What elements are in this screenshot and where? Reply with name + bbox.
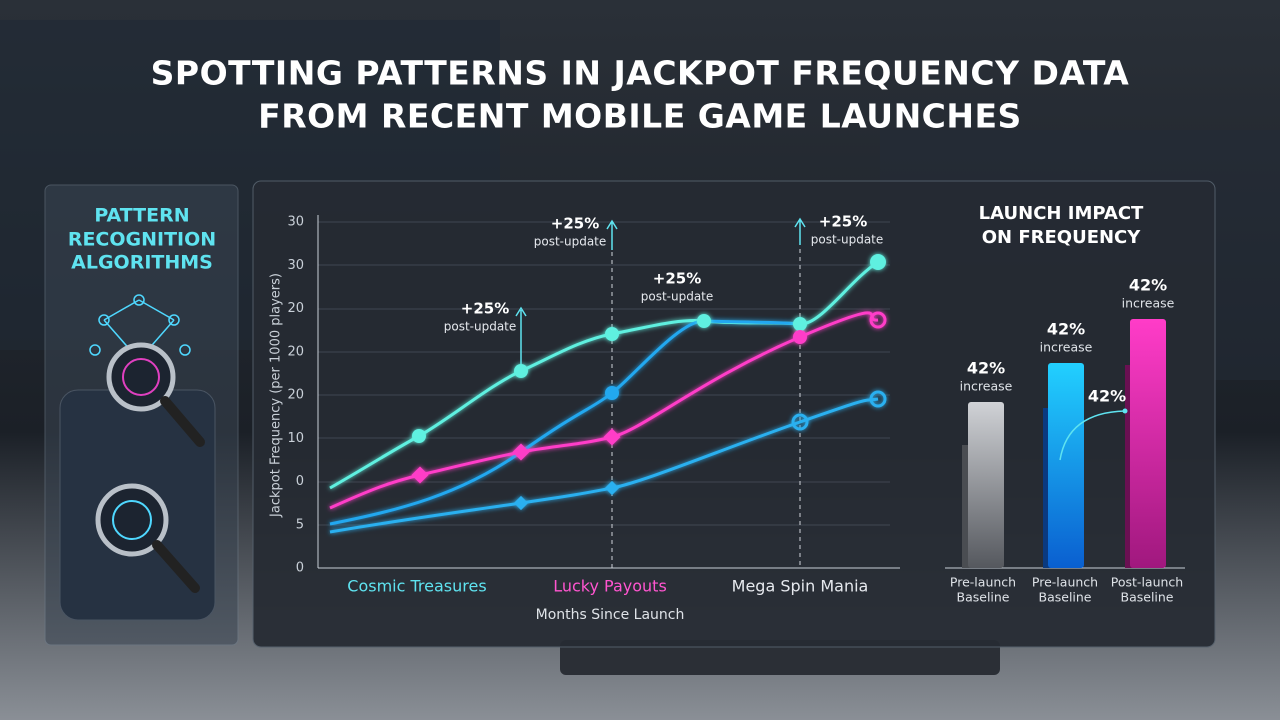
impact-title: ON FREQUENCY [982,227,1142,248]
bar-change: 42% [1047,320,1085,339]
magnifier-icon [106,342,205,447]
annotation-change: +25% [819,213,867,231]
side-title: ALGORITHMS [71,252,213,274]
bar-label: Pre-launch [1032,575,1098,590]
annotation-change: +25% [461,300,509,318]
y-tick-label: 30 [287,258,304,273]
arrows [515,217,806,365]
bar [1048,363,1084,568]
y-ticks: 30 30 20 20 20 10 0 5 0 [287,215,304,576]
side-title: RECOGNITION [68,229,216,251]
annotation-note: post-update [811,233,884,247]
bar-note: increase [1040,340,1093,355]
annotation-change: +25% [551,215,599,233]
bar-note: increase [1122,296,1175,311]
bar [1130,319,1166,568]
y-tick-label: 10 [287,431,304,446]
annotation-change: +25% [653,270,701,288]
bar-shadow [962,445,972,568]
title-line: SPOTTING PATTERNS IN JACKPOT FREQUENCY D… [151,54,1130,93]
y-tick-label: 20 [287,344,304,359]
bar-label: Post-launch [1111,575,1183,590]
impact-title: LAUNCH IMPACT [979,203,1144,224]
bar-change: 42% [967,359,1005,378]
game-label: Cosmic Treasures [347,577,486,596]
game-label: Mega Spin Mania [732,577,869,596]
bar-note: increase [960,379,1013,394]
bar [968,402,1004,568]
y-tick-label: 0 [296,474,304,489]
bar-label: Baseline [1121,590,1174,605]
callout: 42% [1088,387,1126,406]
y-axis-label: Jackpot Frequency (per 1000 players) [269,273,284,518]
magnifier-icon [95,483,200,593]
bar-label: Baseline [957,590,1010,605]
y-tick-label: 30 [287,215,304,230]
game-label: Lucky Payouts [553,577,667,596]
bar-label: Pre-launch [950,575,1016,590]
y-tick-label: 0 [296,561,304,576]
callout-dot [1122,408,1128,414]
callout-curve [1059,410,1126,461]
markers [411,254,887,511]
x-axis-label: Months Since Launch [536,607,685,623]
title-line: FROM RECENT MOBILE GAME LAUNCHES [258,97,1022,136]
y-tick-label: 5 [296,517,304,532]
y-tick-label: 20 [287,301,304,316]
side-title: PATTERN [94,205,189,227]
bar-label: Baseline [1039,590,1092,605]
bar-change: 42% [1129,276,1167,295]
keyboard [560,640,1000,675]
annotation-note: post-update [444,320,517,334]
annotation-note: post-update [534,235,607,249]
annotation-note: post-update [641,290,714,304]
y-tick-label: 20 [287,388,304,403]
